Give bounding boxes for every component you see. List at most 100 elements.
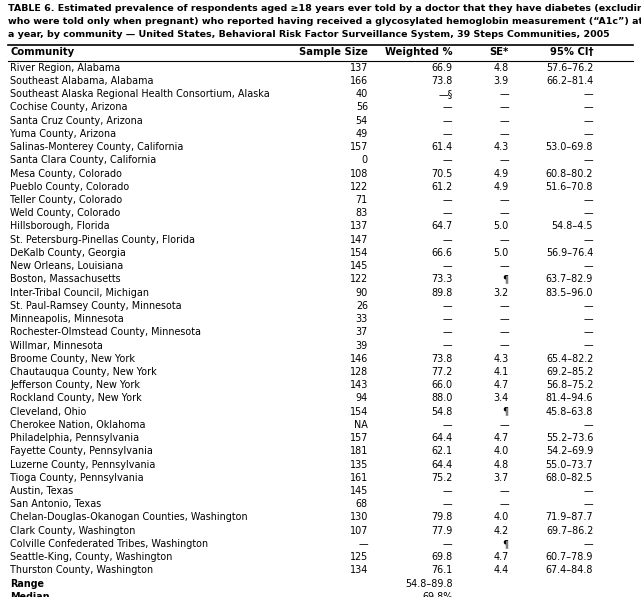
Text: Southeast Alaska Regional Health Consortium, Alaska: Southeast Alaska Regional Health Consort… (10, 89, 270, 99)
Text: —: — (499, 116, 509, 126)
Text: Sample Size: Sample Size (299, 47, 368, 57)
Text: —: — (358, 539, 368, 549)
Text: 3.7: 3.7 (494, 473, 509, 483)
Text: who were told only when pregnant) who reported having received a glycosylated he: who were told only when pregnant) who re… (8, 17, 641, 26)
Text: —: — (499, 499, 509, 509)
Text: 54.2–69.9: 54.2–69.9 (546, 447, 593, 456)
Text: a year, by community — United States, Behavioral Risk Factor Surveillance System: a year, by community — United States, Be… (8, 30, 610, 39)
Text: 55.2–73.6: 55.2–73.6 (546, 433, 593, 443)
Text: —: — (583, 129, 593, 139)
Text: 5.0: 5.0 (494, 221, 509, 232)
Text: 143: 143 (349, 380, 368, 390)
Text: Yuma County, Arizona: Yuma County, Arizona (10, 129, 117, 139)
Text: NA: NA (354, 420, 368, 430)
Text: —: — (583, 327, 593, 337)
Text: 26: 26 (356, 301, 368, 311)
Text: St. Petersburg-Pinellas County, Florida: St. Petersburg-Pinellas County, Florida (10, 235, 196, 245)
Text: 69.2–85.2: 69.2–85.2 (546, 367, 593, 377)
Text: —: — (443, 539, 453, 549)
Text: —: — (443, 486, 453, 496)
Text: —: — (583, 499, 593, 509)
Text: —: — (499, 327, 509, 337)
Text: —: — (583, 314, 593, 324)
Text: 70.5: 70.5 (431, 168, 453, 179)
Text: 166: 166 (350, 76, 368, 86)
Text: 49: 49 (356, 129, 368, 139)
Text: 145: 145 (349, 261, 368, 271)
Text: 68.0–82.5: 68.0–82.5 (546, 473, 593, 483)
Text: 54: 54 (356, 116, 368, 126)
Text: 122: 122 (350, 275, 368, 284)
Text: 90: 90 (356, 288, 368, 298)
Text: —: — (583, 195, 593, 205)
Text: Austin, Texas: Austin, Texas (10, 486, 74, 496)
Text: 5.0: 5.0 (494, 248, 509, 258)
Text: 66.9: 66.9 (431, 63, 453, 73)
Text: 69.8%: 69.8% (422, 592, 453, 597)
Text: 88.0: 88.0 (431, 393, 453, 404)
Text: Pueblo County, Colorado: Pueblo County, Colorado (10, 182, 129, 192)
Text: —: — (499, 235, 509, 245)
Text: Rochester-Olmstead County, Minnesota: Rochester-Olmstead County, Minnesota (10, 327, 201, 337)
Text: Santa Clara County, California: Santa Clara County, California (10, 155, 156, 165)
Text: 0: 0 (362, 155, 368, 165)
Text: 56: 56 (356, 103, 368, 112)
Text: Clark County, Washington: Clark County, Washington (10, 526, 136, 536)
Text: ¶: ¶ (503, 275, 509, 284)
Text: 4.7: 4.7 (494, 433, 509, 443)
Text: —: — (583, 235, 593, 245)
Text: —: — (583, 208, 593, 219)
Text: 83.5–96.0: 83.5–96.0 (545, 288, 593, 298)
Text: 69.7–86.2: 69.7–86.2 (546, 526, 593, 536)
Text: Community: Community (10, 47, 74, 57)
Text: —: — (443, 314, 453, 324)
Text: Jefferson County, New York: Jefferson County, New York (10, 380, 140, 390)
Text: Seattle-King, County, Washington: Seattle-King, County, Washington (10, 552, 172, 562)
Text: 134: 134 (349, 565, 368, 576)
Text: SE*: SE* (489, 47, 509, 57)
Text: 64.4: 64.4 (431, 433, 453, 443)
Text: 73.8: 73.8 (431, 76, 453, 86)
Text: —: — (499, 155, 509, 165)
Text: 128: 128 (350, 367, 368, 377)
Text: Santa Cruz County, Arizona: Santa Cruz County, Arizona (10, 116, 143, 126)
Text: 81.4–94.6: 81.4–94.6 (545, 393, 593, 404)
Text: —: — (443, 195, 453, 205)
Text: 157: 157 (349, 142, 368, 152)
Text: 157: 157 (349, 433, 368, 443)
Text: —: — (583, 301, 593, 311)
Text: 65.4–82.2: 65.4–82.2 (546, 354, 593, 364)
Text: 161: 161 (350, 473, 368, 483)
Text: —: — (443, 420, 453, 430)
Text: 83: 83 (356, 208, 368, 219)
Text: 54.8: 54.8 (431, 407, 453, 417)
Text: Salinas-Monterey County, California: Salinas-Monterey County, California (10, 142, 183, 152)
Text: 4.3: 4.3 (494, 354, 509, 364)
Text: 69.8: 69.8 (431, 552, 453, 562)
Text: 56.8–75.2: 56.8–75.2 (546, 380, 593, 390)
Text: 77.9: 77.9 (431, 526, 453, 536)
Text: —: — (443, 327, 453, 337)
Text: 60.7–78.9: 60.7–78.9 (545, 552, 593, 562)
Text: —: — (583, 340, 593, 350)
Text: 4.9: 4.9 (494, 182, 509, 192)
Text: New Orleans, Louisiana: New Orleans, Louisiana (10, 261, 124, 271)
Text: 154: 154 (349, 248, 368, 258)
Text: —: — (499, 486, 509, 496)
Text: 137: 137 (349, 221, 368, 232)
Text: St. Paul-Ramsey County, Minnesota: St. Paul-Ramsey County, Minnesota (10, 301, 182, 311)
Text: 4.7: 4.7 (494, 380, 509, 390)
Text: Teller County, Colorado: Teller County, Colorado (10, 195, 122, 205)
Text: —: — (443, 340, 453, 350)
Text: 56.9–76.4: 56.9–76.4 (546, 248, 593, 258)
Text: Chelan-Douglas-Okanogan Counties, Washington: Chelan-Douglas-Okanogan Counties, Washin… (10, 512, 248, 522)
Text: Tioga County, Pennsylvania: Tioga County, Pennsylvania (10, 473, 144, 483)
Text: Chautauqua County, New York: Chautauqua County, New York (10, 367, 157, 377)
Text: 135: 135 (349, 460, 368, 470)
Text: —: — (443, 301, 453, 311)
Text: 76.1: 76.1 (431, 565, 453, 576)
Text: Range: Range (10, 578, 44, 589)
Text: —: — (583, 89, 593, 99)
Text: —: — (499, 261, 509, 271)
Text: 64.7: 64.7 (431, 221, 453, 232)
